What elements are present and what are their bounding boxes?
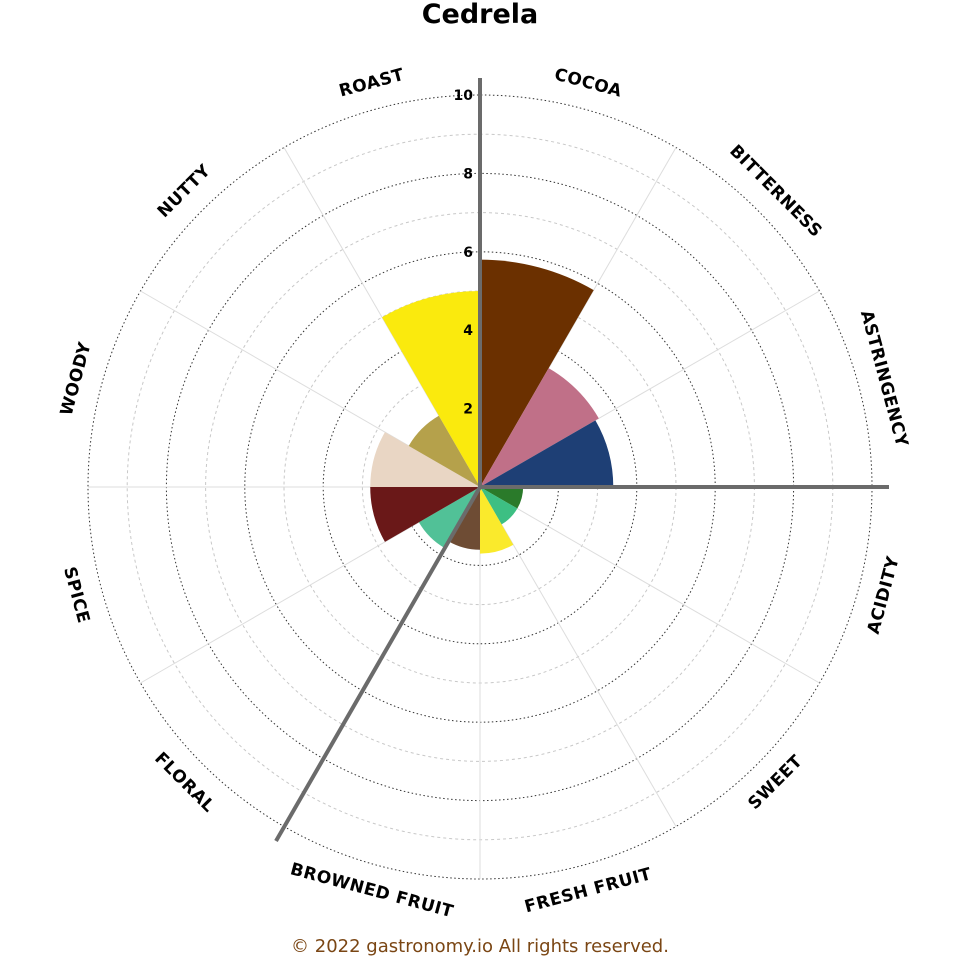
copyright-footer: © 2022 gastronomy.io All rights reserved… xyxy=(291,936,669,957)
chart-title: Cedrela xyxy=(422,0,539,30)
category-label: FRESH FRUIT xyxy=(523,864,654,917)
category-label: BITTERNESS xyxy=(725,141,826,242)
bars xyxy=(370,259,614,554)
category-label: ACIDITY xyxy=(864,554,904,636)
category-label: FLORAL xyxy=(150,749,218,817)
bar-acidity xyxy=(480,487,524,509)
bar-bitterness xyxy=(480,368,599,487)
category-label: SWEET xyxy=(744,751,806,813)
radial-ticks: 2 4 6 8 10 xyxy=(454,88,474,418)
category-label: NUTTY xyxy=(154,161,215,222)
r-tick-label: 6 xyxy=(463,245,473,261)
category-label: BROWNED FRUIT xyxy=(288,859,456,922)
category-label: COCOA xyxy=(552,65,624,102)
category-label: WOODY xyxy=(57,340,96,418)
category-label: ROAST xyxy=(337,65,407,102)
r-tick-label: 2 xyxy=(463,402,473,418)
grid-spoke xyxy=(479,486,820,684)
bar-astringency xyxy=(480,420,614,487)
category-label: SPICE xyxy=(59,565,93,626)
bar-floral xyxy=(418,487,480,549)
bar-roast xyxy=(382,291,480,487)
bar-cocoa xyxy=(480,259,594,487)
bar-woody xyxy=(370,432,480,487)
r-tick-label: 8 xyxy=(463,166,473,182)
r-tick-label: 10 xyxy=(454,88,474,104)
bar-spice xyxy=(370,487,480,542)
bar-fresh-fruit xyxy=(480,487,514,554)
bar-nutty xyxy=(408,415,480,487)
axis-lines xyxy=(274,78,889,842)
axis-line-diagonal xyxy=(274,486,482,842)
r-tick-label: 4 xyxy=(463,323,473,339)
category-label: ASTRINGENCY xyxy=(856,308,912,449)
bar-sweet xyxy=(480,487,518,525)
